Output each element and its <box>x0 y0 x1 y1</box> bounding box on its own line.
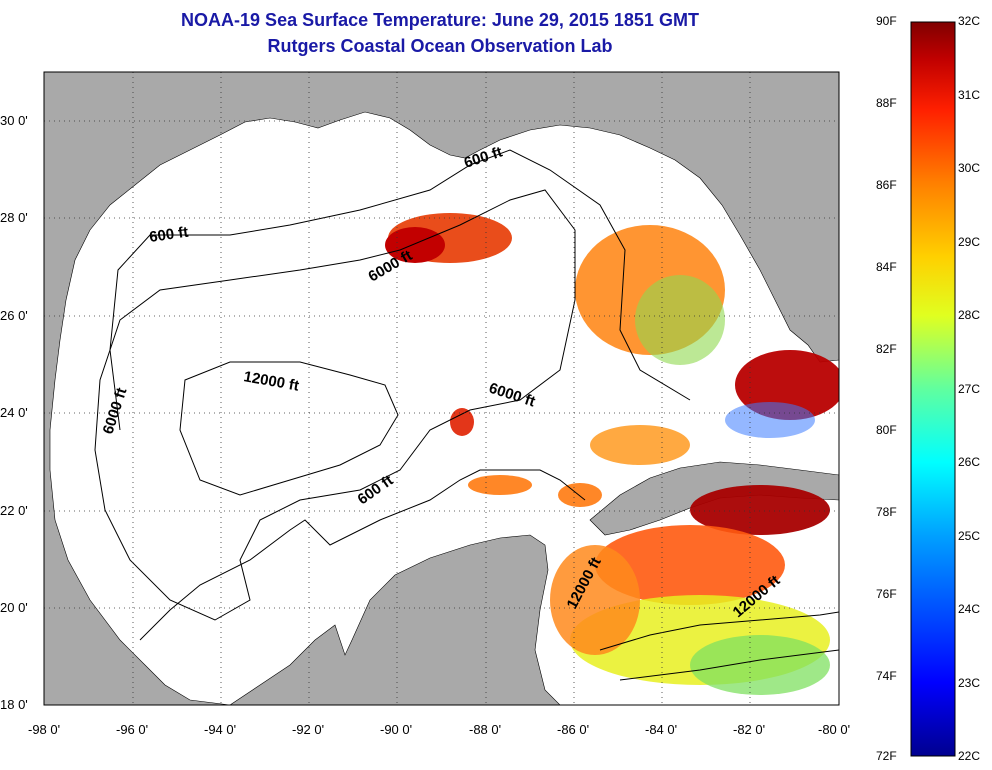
colorbar-f-label: 80F <box>876 423 897 437</box>
sst-patch-east-green <box>635 275 725 365</box>
lon-tick-label: -96 0' <box>116 722 149 737</box>
sst-patch-caribbean-red <box>690 485 830 535</box>
land-yucatan <box>229 534 561 705</box>
colorbar-c-label: 32C <box>958 14 981 28</box>
map-subtitle: Rutgers Coastal Ocean Observation Lab <box>267 36 613 56</box>
lon-tick-label: -80 0' <box>818 722 851 737</box>
sst-patch-yucatan-channel <box>550 545 640 655</box>
sst-patch-strait <box>590 425 690 465</box>
lat-tick-label: 24 0' <box>0 405 28 420</box>
lat-tick-label: 26 0' <box>0 308 28 323</box>
contour-600ft <box>109 149 691 641</box>
contour-label: 600 ft <box>148 224 189 246</box>
colorbar-f-label: 76F <box>876 587 897 601</box>
colorbar-f-label: 74F <box>876 669 897 683</box>
sst-patch-caribbean-green <box>690 635 830 695</box>
colorbar-c-label: 23C <box>958 676 981 690</box>
colorbar-c-label: 22C <box>958 749 981 763</box>
colorbar-f-label: 88F <box>876 96 897 110</box>
sst-patch-loop <box>450 408 474 436</box>
lon-tick-label: -92 0' <box>292 722 325 737</box>
colorbar-c-label: 31C <box>958 88 981 102</box>
colorbar-c-label: 27C <box>958 382 981 396</box>
lon-tick-label: -98 0' <box>28 722 61 737</box>
lat-tick-label: 28 0' <box>0 210 28 225</box>
colorbar-c-label: 29C <box>958 235 981 249</box>
colorbar-c-label: 30C <box>958 161 981 175</box>
land-us-mexico <box>44 72 839 705</box>
colorbar-c-label: 26C <box>958 455 981 469</box>
colorbar-f-label: 84F <box>876 260 897 274</box>
lon-tick-label: -88 0' <box>469 722 502 737</box>
lat-tick-label: 20 0' <box>0 600 28 615</box>
contour-12000ft <box>179 361 399 496</box>
contour-12000ft-caribbean <box>599 611 839 681</box>
sst-patch-north-core <box>385 227 445 263</box>
colorbar-c-label: 24C <box>958 602 981 616</box>
colorbar-f-label: 72F <box>876 749 897 763</box>
colorbar <box>910 21 956 757</box>
lon-tick-label: -90 0' <box>380 722 413 737</box>
lat-tick-label: 22 0' <box>0 503 28 518</box>
sst-patch-central-2 <box>558 483 602 507</box>
lon-tick-label: -82 0' <box>733 722 766 737</box>
colorbar-f-label: 86F <box>876 178 897 192</box>
colorbar-c-label: 28C <box>958 308 981 322</box>
lon-tick-label: -84 0' <box>645 722 678 737</box>
sst-patch-keys-blue <box>725 402 815 438</box>
graticule <box>44 72 839 705</box>
colorbar-c-label: 25C <box>958 529 981 543</box>
lon-tick-label: -94 0' <box>204 722 237 737</box>
colorbar-f-label: 78F <box>876 505 897 519</box>
lat-tick-label: 18 0' <box>0 697 28 712</box>
colorbar-f-label: 82F <box>876 342 897 356</box>
sst-patch-central <box>468 475 532 495</box>
colorbar-f-label: 90F <box>876 14 897 28</box>
lat-tick-label: 30 0' <box>0 113 28 128</box>
lon-tick-label: -86 0' <box>557 722 590 737</box>
map-title: NOAA-19 Sea Surface Temperature: June 29… <box>181 10 699 30</box>
sst-patch-caribbean-orange <box>595 525 785 605</box>
map-frame <box>43 71 840 706</box>
contour-6000ft <box>94 189 576 621</box>
